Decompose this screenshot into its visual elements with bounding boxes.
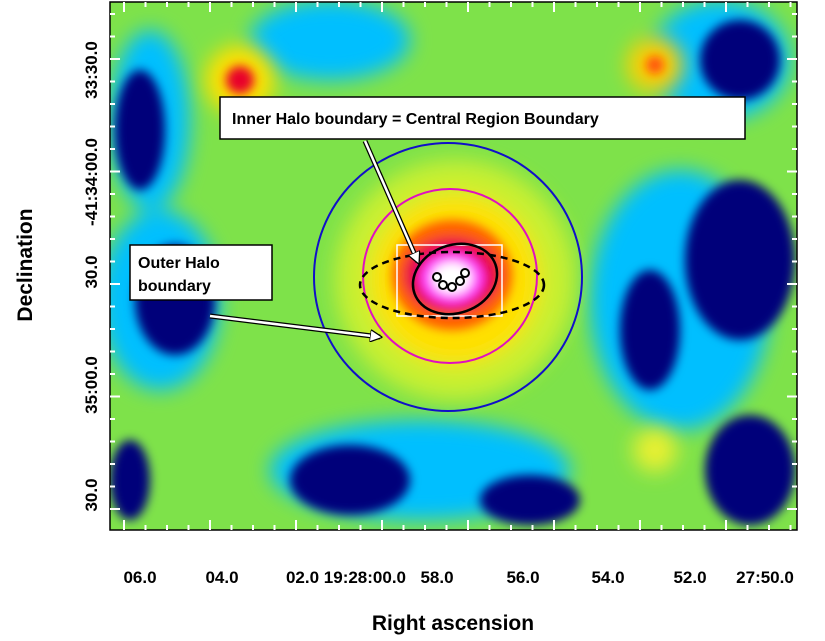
x-tick-labels: 06.0 04.0 02.0 19:28:00.0 58.0 56.0 54.0 52.0 2…: [123, 568, 793, 587]
contours: [313, 142, 583, 412]
x-tick-label: 52.0: [673, 568, 706, 587]
annotation-outer: Outer Halo boundary: [129, 244, 380, 337]
x-tick-label: 27:50.0: [736, 568, 794, 587]
x-tick-label: 58.0: [420, 568, 453, 587]
x-axis-label: Right ascension: [372, 612, 534, 635]
annotation-text: Outer Halo: [138, 255, 220, 272]
annotation-inner: Inner Halo boundary = Central Region Bou…: [219, 96, 746, 262]
frame: [109, 1, 798, 531]
tick-marks: [110, 2, 797, 530]
y-tick-label: 30.0: [82, 478, 101, 511]
annotation-text: Inner Halo boundary = Central Region Bou…: [232, 111, 599, 128]
x-tick-label: 54.0: [591, 568, 624, 587]
x-tick-label: 56.0: [506, 568, 539, 587]
y-tick-label: -41:34:00.0: [82, 138, 101, 226]
y-tick-label: 30.0: [82, 255, 101, 288]
x-tick-label: 04.0: [205, 568, 238, 587]
x-tick-label: 06.0: [123, 568, 156, 587]
y-tick-labels: 33:30.0 -41:34:00.0 30.0 35:00.0 30.0: [82, 41, 101, 511]
annotation-text: boundary: [138, 278, 211, 295]
y-tick-label: 33:30.0: [82, 41, 101, 99]
y-tick-label: 35:00.0: [82, 356, 101, 414]
y-axis-label: Declination: [14, 208, 37, 321]
x-tick-label: 02.0 19:28:00.0: [286, 568, 406, 587]
